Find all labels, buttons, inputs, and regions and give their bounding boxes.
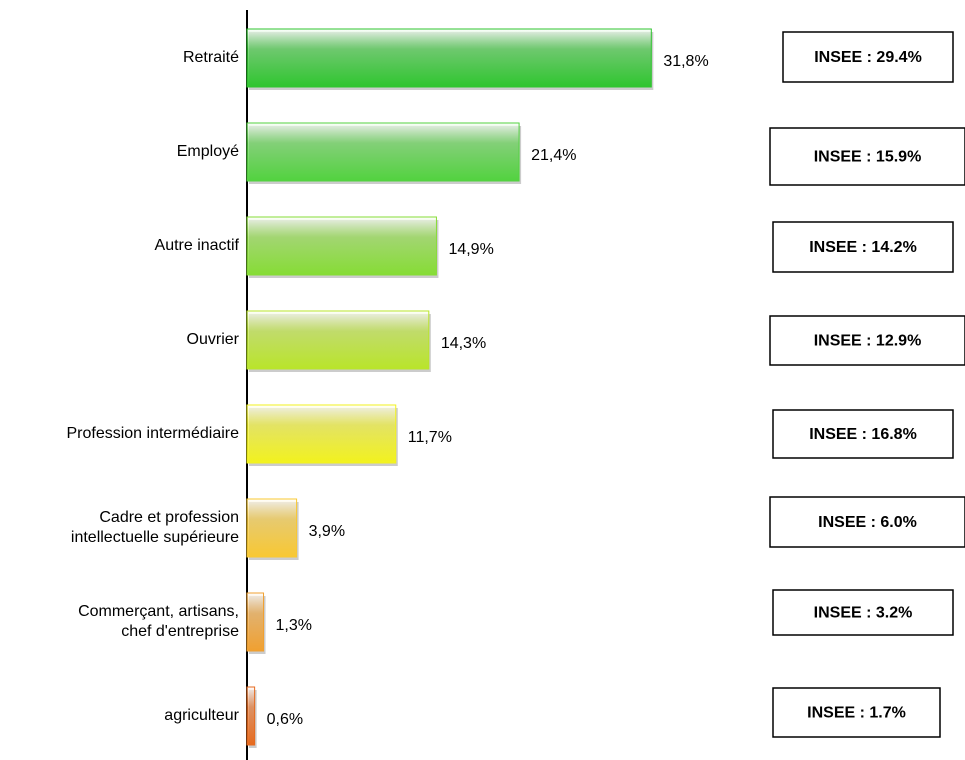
annotation-box [769, 496, 965, 548]
value-label: 1,3% [276, 617, 312, 634]
bar [246, 404, 397, 464]
value-label: 14,3% [441, 335, 486, 352]
annotation: INSEE : 29.4% [814, 49, 922, 66]
annotation: INSEE : 15.9% [814, 149, 922, 166]
bar [246, 686, 256, 746]
bar [246, 592, 265, 652]
value-label: 21,4% [531, 147, 576, 164]
annotation: INSEE : 16.8% [809, 426, 917, 443]
bar [246, 122, 520, 182]
value-label: 11,7% [408, 429, 452, 446]
category-label: Commerçant, artisans, chef d'entreprise [78, 603, 239, 640]
bar [246, 498, 298, 558]
annotation: INSEE : 12.9% [814, 333, 922, 350]
category-label: Ouvrier [187, 331, 240, 348]
bar [246, 28, 652, 88]
category-label: Retraité [183, 49, 239, 66]
category-label: Cadre et profession intellectuelle supéri… [71, 509, 239, 546]
category-label: Employé [177, 143, 239, 160]
annotation-box [769, 127, 965, 186]
category-label: Autre inactif [155, 237, 240, 254]
value-label: 31,8% [663, 53, 708, 70]
value-label: 0,6% [267, 711, 303, 728]
bar [246, 216, 437, 276]
annotation-box [782, 31, 954, 83]
annotation-box [772, 687, 941, 738]
category-label: agriculteur [164, 707, 239, 724]
annotation: INSEE : 3.2% [814, 605, 913, 622]
value-label: 14,9% [448, 241, 493, 258]
bar [246, 310, 430, 370]
annotation-box [769, 315, 965, 366]
annotation-box [772, 409, 954, 459]
annotation: INSEE : 6.0% [818, 514, 917, 531]
value-label: 3,9% [309, 523, 345, 540]
annotation-box [772, 221, 954, 273]
annotation: INSEE : 1.7% [807, 705, 906, 722]
category-label: Profession intermédiaire [66, 425, 239, 442]
annotation: INSEE : 14.2% [809, 239, 917, 256]
annotation-box [772, 589, 954, 636]
